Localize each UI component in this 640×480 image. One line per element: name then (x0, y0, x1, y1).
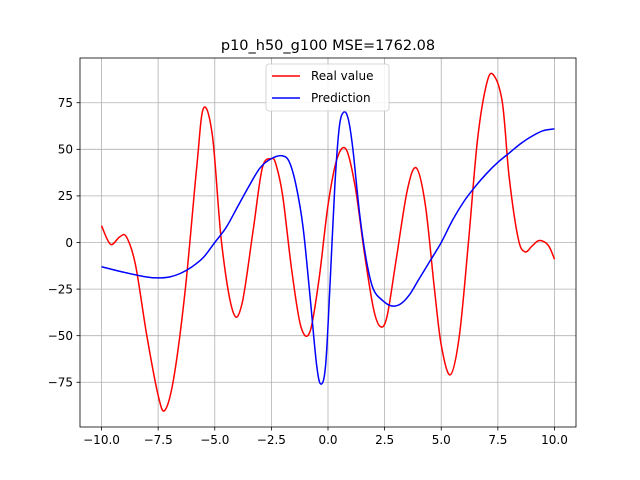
y-tick-label: 50 (58, 143, 73, 157)
y-axis: −75 −50 −25 0 25 50 75 (48, 96, 80, 390)
y-tick-label: 75 (58, 96, 73, 110)
x-tick-label: 7.5 (488, 433, 507, 447)
y-tick-label: −75 (48, 376, 73, 390)
y-tick-label: 0 (65, 236, 73, 250)
series-line-real-value (100, 72, 556, 412)
x-tick-label: 2.5 (375, 433, 394, 447)
series-layer (100, 72, 556, 412)
x-axis: −10.0 −7.5 −5.0 −2.5 0.0 2.5 5.0 7.5 10.0 (83, 427, 568, 447)
x-tick-label: 5.0 (432, 433, 451, 447)
chart-title: p10_h50_g100 MSE=1762.08 (221, 38, 435, 54)
y-tick-label: −25 (48, 282, 73, 296)
grid-lines (80, 58, 576, 427)
x-tick-label: −2.5 (257, 433, 286, 447)
x-tick-label: 10.0 (541, 433, 568, 447)
series-line-prediction (101, 111, 555, 385)
x-tick-label: 0.0 (318, 433, 337, 447)
x-tick-label: −10.0 (83, 433, 120, 447)
y-tick-label: −50 (48, 329, 73, 343)
legend: Real value Prediction (265, 63, 390, 112)
legend-label-real-value: Real value (311, 69, 373, 83)
y-tick-label: 25 (58, 189, 73, 203)
x-tick-label: −5.0 (200, 433, 229, 447)
legend-label-prediction: Prediction (311, 91, 371, 105)
x-tick-label: −7.5 (144, 433, 173, 447)
